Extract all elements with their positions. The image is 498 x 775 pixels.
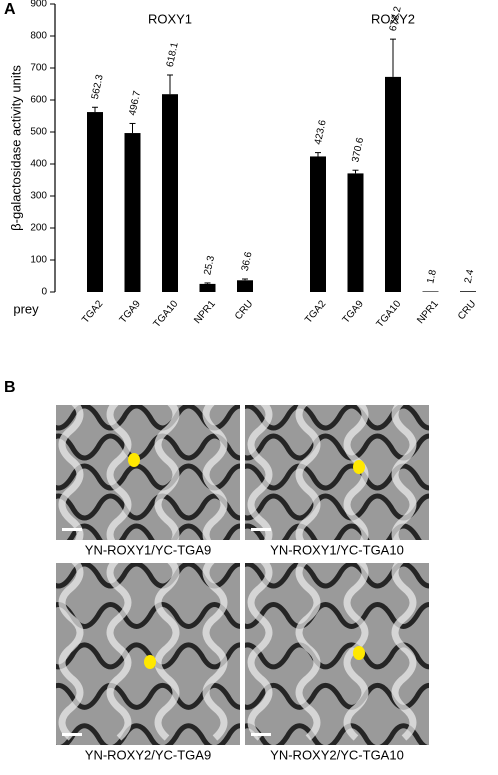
scale-bar xyxy=(62,733,82,736)
panel-label: A xyxy=(4,1,16,18)
cell-wall xyxy=(202,563,228,741)
cell-wall xyxy=(58,405,84,540)
y-tick-label: 800 xyxy=(30,31,47,42)
micrograph xyxy=(56,405,240,540)
x-tick-label: CRU xyxy=(456,299,478,323)
x-tick-label: NPR1 xyxy=(192,298,218,326)
error-bar xyxy=(129,122,136,134)
bar xyxy=(162,94,178,292)
cell-wall xyxy=(247,405,273,540)
value-label: 370.6 xyxy=(350,136,366,163)
x-tick-label: TGA9 xyxy=(118,298,143,325)
image-caption: YN-ROXY2/YC-TGA10 xyxy=(270,747,404,762)
bar xyxy=(310,156,326,292)
x-tick-label: TGA10 xyxy=(152,298,181,330)
cell-wall xyxy=(391,563,417,741)
cell-wall xyxy=(58,563,84,741)
scale-bar xyxy=(251,528,271,531)
x-tick-label: TGA2 xyxy=(303,298,328,325)
bar xyxy=(422,291,439,292)
x-tick-label: NPR1 xyxy=(415,298,441,326)
image-caption: YN-ROXY1/YC-TGA9 xyxy=(85,542,211,557)
group-title: ROXY2 xyxy=(371,11,415,26)
value-label: 562.3 xyxy=(90,73,106,100)
cell-wall xyxy=(295,405,321,540)
y-tick-label: 300 xyxy=(30,191,47,202)
cell-wall xyxy=(343,405,369,540)
bar xyxy=(199,283,216,292)
value-label: 423.6 xyxy=(313,119,329,146)
x-tick-label: TGA9 xyxy=(341,298,366,325)
micrograph xyxy=(56,563,240,745)
scale-bar xyxy=(251,733,271,736)
error-bar xyxy=(92,106,98,113)
y-axis-label: β-galactosidase activity units xyxy=(8,65,23,231)
micrograph xyxy=(245,405,429,540)
bar xyxy=(347,173,364,292)
cell-wall xyxy=(245,601,429,629)
error-bar xyxy=(352,169,359,174)
bar xyxy=(87,112,103,293)
nucleus xyxy=(353,646,365,660)
scale-bar xyxy=(62,528,82,531)
x-tick-label: TGA2 xyxy=(80,298,105,325)
cell-wall xyxy=(56,723,240,745)
image-caption: YN-ROXY2/YC-TGA9 xyxy=(85,747,211,762)
cell-wall xyxy=(295,563,321,741)
x-axis-label: prey xyxy=(13,301,39,316)
image-caption: YN-ROXY1/YC-TGA10 xyxy=(270,542,404,557)
bar xyxy=(124,133,141,292)
y-tick-label: 900 xyxy=(30,0,47,10)
cell-wall xyxy=(245,523,422,540)
value-label: 618.1 xyxy=(165,41,181,68)
cell-wall xyxy=(391,405,417,540)
error-bar xyxy=(204,282,211,284)
nucleus xyxy=(353,460,365,474)
nucleus xyxy=(144,655,156,669)
cell-wall xyxy=(56,682,240,710)
y-tick-label: 400 xyxy=(30,159,47,170)
value-label: 2.4 xyxy=(463,268,477,284)
image-background xyxy=(245,563,429,745)
y-tick-label: 0 xyxy=(41,287,47,298)
cell-wall xyxy=(106,563,132,741)
cell-wall xyxy=(154,563,180,741)
bar xyxy=(385,76,401,292)
error-bar xyxy=(315,152,321,157)
bar xyxy=(460,291,476,292)
value-label: 496.7 xyxy=(127,89,143,116)
y-tick-label: 200 xyxy=(30,223,47,234)
error-bar xyxy=(242,278,248,281)
error-bar xyxy=(167,74,173,95)
nucleus xyxy=(128,453,140,467)
cell-wall xyxy=(247,563,273,741)
micrograph xyxy=(245,563,429,745)
value-label: 672.2 xyxy=(388,5,404,32)
group-title: ROXY1 xyxy=(148,11,192,26)
y-tick-label: 700 xyxy=(30,63,47,74)
value-label: 36.6 xyxy=(240,250,255,272)
x-tick-label: TGA10 xyxy=(375,298,404,330)
micrographs xyxy=(56,405,429,745)
cell-wall xyxy=(202,405,228,540)
y-tick-label: 100 xyxy=(30,255,47,266)
panel-label: B xyxy=(4,379,16,396)
cell-wall xyxy=(154,405,180,540)
value-label: 1.8 xyxy=(425,268,439,284)
value-label: 25.3 xyxy=(202,254,217,276)
bar xyxy=(237,280,253,292)
cell-wall xyxy=(245,642,429,670)
x-tick-label: CRU xyxy=(233,299,255,323)
y-tick-label: 600 xyxy=(30,95,47,106)
cell-wall xyxy=(106,405,132,540)
error-bar xyxy=(390,38,396,77)
y-tick-label: 500 xyxy=(30,127,47,138)
